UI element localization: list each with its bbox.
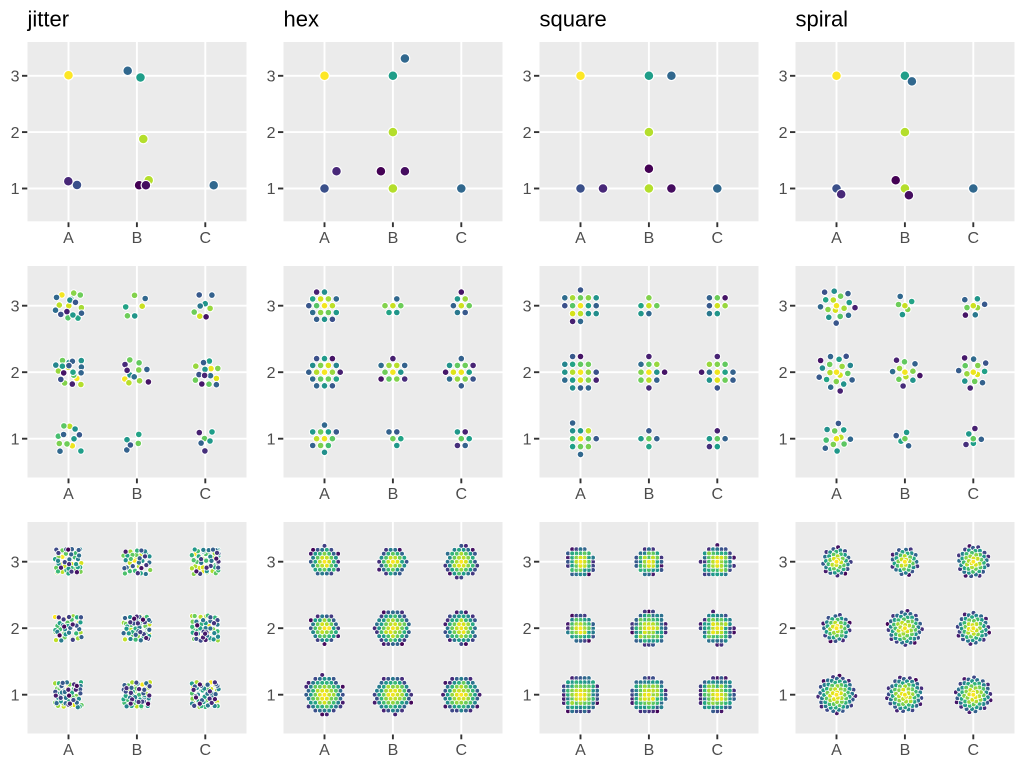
svg-text:B: B — [388, 230, 399, 247]
svg-text:C: C — [456, 230, 468, 247]
svg-text:C: C — [968, 486, 980, 503]
svg-text:1: 1 — [779, 687, 788, 704]
svg-text:1: 1 — [267, 181, 276, 198]
svg-text:C: C — [200, 230, 212, 247]
svg-text:1: 1 — [779, 181, 788, 198]
svg-text:2: 2 — [11, 621, 20, 638]
svg-text:C: C — [712, 230, 724, 247]
svg-text:A: A — [319, 486, 330, 503]
svg-text:C: C — [456, 486, 468, 503]
svg-text:A: A — [319, 742, 330, 759]
svg-text:2: 2 — [267, 621, 276, 638]
svg-text:1: 1 — [523, 431, 532, 448]
svg-text:2: 2 — [267, 365, 276, 382]
svg-text:A: A — [575, 742, 586, 759]
svg-text:3: 3 — [779, 69, 788, 86]
svg-text:2: 2 — [779, 365, 788, 382]
svg-text:3: 3 — [523, 69, 532, 86]
svg-text:1: 1 — [523, 181, 532, 198]
svg-text:3: 3 — [523, 298, 532, 315]
svg-text:2: 2 — [779, 621, 788, 638]
svg-text:2: 2 — [523, 621, 532, 638]
svg-text:A: A — [831, 486, 842, 503]
svg-text:3: 3 — [779, 554, 788, 571]
svg-text:B: B — [388, 742, 399, 759]
svg-text:2: 2 — [523, 365, 532, 382]
svg-text:C: C — [712, 742, 724, 759]
svg-text:3: 3 — [267, 554, 276, 571]
svg-text:C: C — [968, 742, 980, 759]
svg-text:2: 2 — [267, 125, 276, 142]
svg-text:2: 2 — [523, 125, 532, 142]
svg-text:square: square — [540, 7, 607, 32]
svg-text:B: B — [644, 486, 655, 503]
svg-text:B: B — [644, 230, 655, 247]
svg-text:1: 1 — [11, 687, 20, 704]
svg-text:C: C — [200, 486, 212, 503]
svg-text:1: 1 — [11, 431, 20, 448]
svg-text:3: 3 — [11, 554, 20, 571]
svg-text:A: A — [319, 230, 330, 247]
svg-text:3: 3 — [267, 69, 276, 86]
svg-text:A: A — [831, 742, 842, 759]
svg-text:spiral: spiral — [796, 7, 849, 32]
svg-text:A: A — [575, 230, 586, 247]
svg-text:B: B — [132, 486, 143, 503]
svg-text:B: B — [132, 230, 143, 247]
svg-text:B: B — [900, 742, 911, 759]
svg-text:B: B — [388, 486, 399, 503]
svg-text:B: B — [644, 742, 655, 759]
svg-text:3: 3 — [523, 554, 532, 571]
svg-text:A: A — [63, 230, 74, 247]
svg-text:1: 1 — [267, 687, 276, 704]
svg-text:3: 3 — [779, 298, 788, 315]
svg-text:3: 3 — [267, 298, 276, 315]
svg-text:3: 3 — [11, 69, 20, 86]
svg-text:3: 3 — [11, 298, 20, 315]
svg-text:A: A — [63, 486, 74, 503]
svg-text:1: 1 — [11, 181, 20, 198]
svg-text:1: 1 — [779, 431, 788, 448]
svg-text:jitter: jitter — [27, 7, 70, 32]
svg-text:B: B — [900, 486, 911, 503]
svg-text:B: B — [900, 230, 911, 247]
svg-text:2: 2 — [779, 125, 788, 142]
svg-text:2: 2 — [11, 125, 20, 142]
svg-text:C: C — [456, 742, 468, 759]
svg-text:A: A — [63, 742, 74, 759]
svg-text:A: A — [831, 230, 842, 247]
svg-text:C: C — [968, 230, 980, 247]
svg-text:B: B — [132, 742, 143, 759]
svg-text:2: 2 — [11, 365, 20, 382]
svg-text:C: C — [200, 742, 212, 759]
svg-text:1: 1 — [523, 687, 532, 704]
svg-text:hex: hex — [284, 7, 319, 32]
svg-text:A: A — [575, 486, 586, 503]
svg-text:1: 1 — [267, 431, 276, 448]
svg-text:C: C — [712, 486, 724, 503]
